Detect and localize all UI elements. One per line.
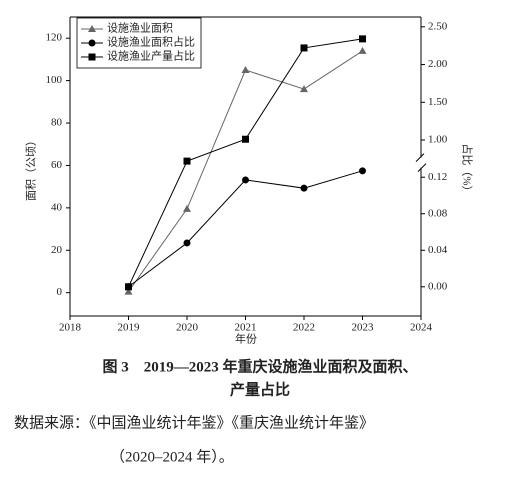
x-tick-label: 2019 [118, 322, 141, 334]
y2-tick-label: 1.50 [428, 96, 448, 108]
axis-break [417, 163, 427, 172]
y2-axis-label: 占比（%） [460, 143, 474, 196]
y-tick-label: 20 [51, 244, 63, 256]
y2-tick-label: 1.00 [428, 134, 448, 146]
marker [242, 135, 249, 143]
y2-tick-label: 0.00 [428, 280, 448, 292]
x-tick-label: 2020 [176, 322, 199, 334]
marker [124, 287, 133, 295]
x-tick-label: 2018 [59, 322, 82, 334]
y-tick-label: 120 [46, 32, 63, 44]
x-tick-label: 2024 [410, 322, 433, 334]
y-tick-label: 100 [46, 74, 63, 86]
marker [183, 157, 191, 165]
marker [88, 25, 96, 32]
legend-label: 设施渔业面积占比 [107, 35, 195, 49]
caption: 产量占比 [230, 380, 290, 398]
y2-tick-label: 0.08 [428, 207, 448, 219]
x-tick-label: 2022 [293, 322, 315, 334]
marker [183, 239, 191, 247]
y2-tick-label: 2.50 [428, 20, 448, 32]
x-tick-label: 2021 [235, 322, 257, 334]
marker [242, 176, 249, 184]
marker [125, 283, 132, 291]
caption: 图 3 2019—2023 年重庆设施渔业面积及面积、 [102, 357, 417, 375]
y2-tick-label: 2.00 [428, 58, 448, 70]
line [128, 50, 363, 292]
marker [88, 53, 96, 61]
y-tick-label: 0 [57, 286, 63, 298]
legend-label: 设施渔业产量占比 [107, 49, 195, 63]
line [128, 38, 363, 287]
marker [241, 66, 250, 74]
y-tick-label: 60 [51, 159, 63, 171]
marker [300, 85, 308, 93]
y2-tick-label: 0.04 [428, 244, 448, 256]
x-tick-label: 2023 [352, 322, 375, 334]
x-axis-label: 年份 [235, 332, 257, 346]
legend-label: 设施渔业面积 [107, 22, 173, 35]
source: （2020–2024 年）。 [110, 448, 234, 465]
marker [359, 167, 366, 175]
marker [300, 184, 308, 192]
marker [358, 46, 367, 54]
y-tick-label: 40 [51, 201, 63, 213]
axis-break [415, 153, 425, 162]
marker [359, 35, 366, 43]
marker [183, 204, 191, 212]
y-tick-label: 80 [51, 117, 63, 129]
y2-tick-label: 0.12 [428, 171, 447, 183]
marker [300, 44, 308, 52]
line [128, 170, 363, 288]
marker [88, 39, 96, 47]
source: 数据来源：《中国渔业统计年鉴》《重庆渔业统计年鉴》 [14, 414, 374, 431]
y-axis-label: 面积（公顷） [25, 135, 38, 201]
